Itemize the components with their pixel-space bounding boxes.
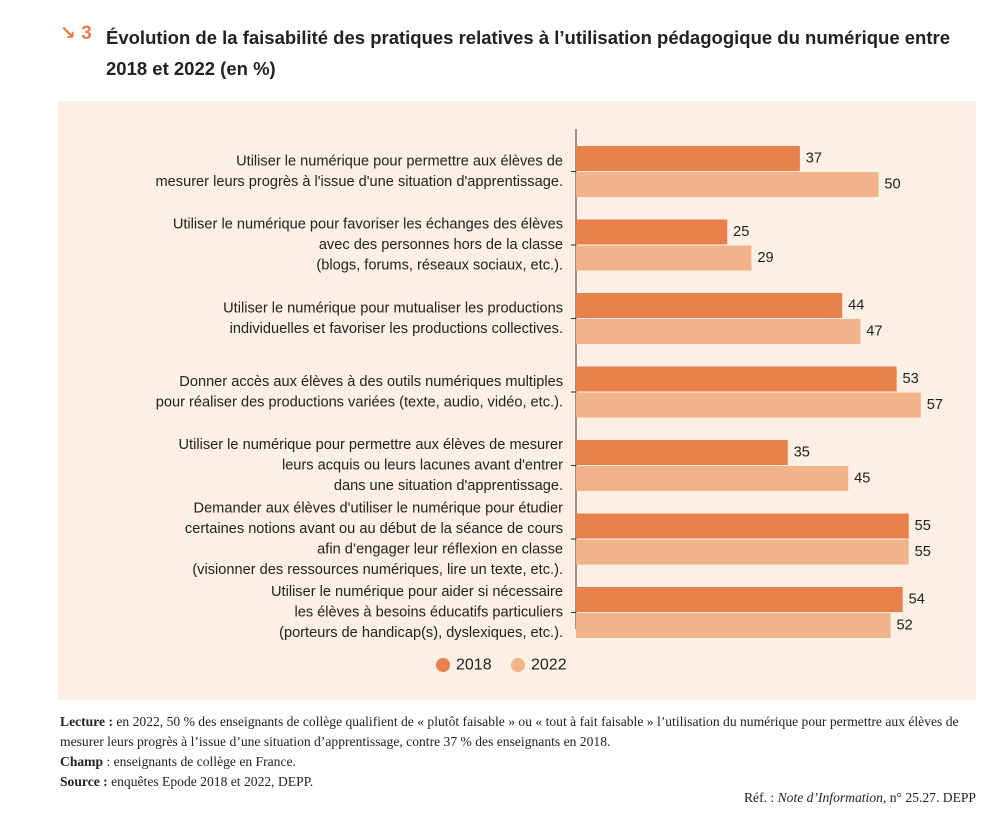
category-label: Demander aux élèves d'utiliser le numéri… [194,500,564,516]
legend-marker-2018 [436,658,450,672]
data-label-2018: 53 [903,371,919,387]
category-label: pour réaliser des productions variées (t… [156,394,563,410]
legend-label-2022: 2022 [531,657,567,674]
data-label-2018: 35 [794,445,810,461]
category-label: individuelles et favoriser les productio… [230,321,563,337]
bar-2018 [576,440,788,465]
bar-2022 [576,172,879,197]
category-label: mesurer leurs progrès à l'issue d'une si… [156,174,563,190]
reference-suffix: , n° 25.27. DEPP [882,790,976,805]
data-label-2022: 55 [915,544,931,560]
champ-text: : enseignants de collège en France. [103,754,296,769]
source-note: Source : enquêtes Epode 2018 et 2022, DE… [60,772,980,792]
data-label-2022: 47 [866,324,882,340]
bar-2022 [576,319,861,344]
reference-publication: Note d’Information [777,790,883,805]
chart-panel: Utiliser le numérique pour permettre aux… [58,101,976,700]
category-label: dans une situation d'apprentissage. [334,478,563,494]
legend-label-2018: 2018 [456,657,492,674]
data-label-2018: 37 [806,151,822,167]
category-label: Utiliser le numérique pour aider si néce… [271,584,563,600]
data-label-2018: 55 [915,518,931,534]
category-label: afin d’engager leur réflexion en classe [317,541,563,557]
source-label: Source : [60,774,108,789]
lecture-label: Lecture : [60,714,113,729]
bar-2018 [576,587,903,612]
category-label: Utiliser le numérique pour permettre aux… [179,437,564,453]
legend-marker-2022 [511,658,525,672]
data-label-2022: 29 [757,250,773,266]
data-label-2018: 25 [733,224,749,240]
bar-2022 [576,539,909,565]
data-label-2022: 52 [896,618,912,634]
bar-2018 [576,513,909,539]
chart-notes: Lecture : en 2022, 50 % des enseignants … [60,712,980,792]
category-label: (visionner des ressources numériques, li… [192,562,563,578]
champ-label: Champ [60,754,104,769]
source-text: enquêtes Epode 2018 et 2022, DEPP. [107,774,314,789]
category-label: les élèves à besoins éducatifs particuli… [294,605,563,621]
bar-2018 [576,219,728,245]
bar-2022 [576,245,752,271]
data-label-2022: 45 [854,471,870,487]
lecture-text: en 2022, 50 % des enseignants de collège… [60,714,959,749]
reference-prefix: Réf. : [743,790,778,805]
bar-2018 [576,146,800,171]
bar-2018 [576,366,897,392]
data-label-2018: 54 [909,592,925,608]
bar-2018 [576,293,843,318]
category-label: Utiliser le numérique pour permettre aux… [236,153,563,169]
figure-number: ↘ 3 [60,22,92,45]
champ-note: Champ : enseignants de collège en France… [60,752,980,772]
category-label: (porteurs de handicap(s), dyslexiques, e… [279,625,563,641]
category-label: avec des personnes hors de la classe [319,237,563,253]
figure-number-text: 3 [81,23,92,44]
bar-chart: Utiliser le numérique pour permettre aux… [156,129,943,674]
bar-2022 [576,466,849,491]
chart-title: Évolution de la faisabilité des pratique… [106,27,950,79]
data-label-2022: 57 [927,397,943,413]
category-label: Donner accès aux élèves à des outils num… [179,374,563,390]
category-label: certaines notions avant ou au début de l… [185,521,563,537]
bar-2022 [576,613,891,638]
category-label: leurs acquis ou leurs lacunes avant d'en… [282,458,563,474]
lecture-note: Lecture : en 2022, 50 % des enseignants … [60,712,980,752]
reference: Réf. : Note d’Information, n° 25.27. DEP… [744,790,976,806]
category-label: Utiliser le numérique pour favoriser les… [173,217,563,233]
category-label: Utiliser le numérique pour mutualiser le… [223,300,563,316]
data-label-2022: 50 [884,177,900,193]
arrow-down-right-icon: ↘ [60,23,76,44]
bar-2022 [576,392,921,418]
data-label-2018: 44 [848,298,864,314]
category-label: (blogs, forums, réseaux sociaux, etc.). [316,258,563,274]
